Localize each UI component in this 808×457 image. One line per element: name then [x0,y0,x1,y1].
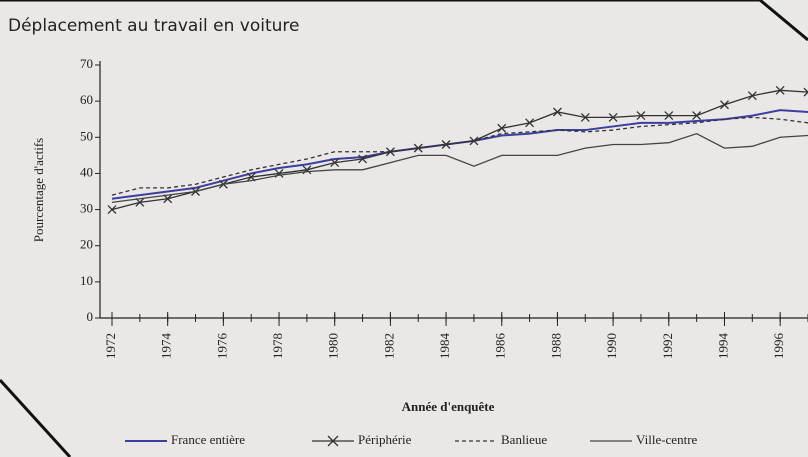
series-line [111,116,808,196]
x-tick-label: 1992 [660,333,675,359]
series-line [111,132,808,203]
series-marker [525,118,535,128]
x-tick-label: 1986 [493,333,508,360]
legend-label: Banlieue [501,432,547,447]
x-tick-label: 1996 [771,333,786,360]
series-marker [330,158,340,168]
series-marker [775,85,785,95]
frame-corner [0,378,72,457]
y-tick-label: 30 [80,201,93,216]
series-marker [552,107,562,117]
y-tick-label: 40 [80,164,93,179]
y-tick-label: 10 [80,273,93,288]
y-tick-label: 70 [80,56,93,71]
y-tick-label: 60 [80,92,93,107]
series-marker [358,154,368,164]
x-tick-label: 1984 [437,333,452,360]
legend-label: Périphérie [358,432,412,447]
series-marker [720,100,729,110]
series-marker [636,111,646,121]
y-tick-label: 0 [87,309,94,324]
series-marker [497,123,507,133]
x-tick-label: 1972 [103,333,118,359]
series-marker [580,112,590,122]
x-tick-label: 1988 [548,333,563,359]
y-tick-label: 20 [80,237,93,252]
x-tick-label: 1982 [381,333,396,359]
x-tick-label: 1974 [159,333,174,360]
x-tick-label: 1990 [604,333,619,359]
frame-top [0,0,808,42]
chart-title: Déplacement au travail en voiture [8,16,299,36]
x-tick-label: 1980 [326,333,341,359]
series-marker [664,111,674,121]
series-marker [747,91,757,101]
legend-label: France entière [171,432,245,447]
series-marker [608,112,618,122]
x-tick-label: 1994 [715,333,730,360]
y-axis-label: Pourcentage d'actifs [31,138,46,243]
series-marker [107,205,117,215]
x-tick-label: 1978 [270,333,285,359]
y-tick-label: 50 [80,128,93,143]
series-marker [803,87,808,97]
legend-marker [327,435,339,447]
x-tick-label: 1976 [214,333,229,360]
x-axis-label: Année d'enquête [402,399,495,414]
series-marker [692,111,702,121]
legend-label: Ville-centre [636,432,698,447]
